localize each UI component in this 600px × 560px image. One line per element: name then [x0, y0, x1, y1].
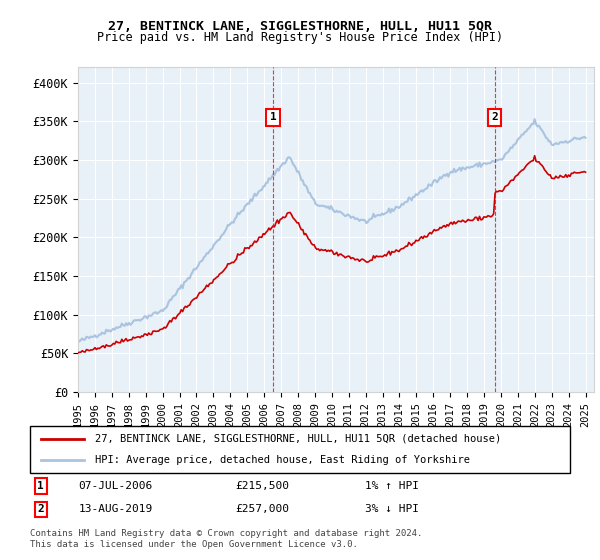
- FancyBboxPatch shape: [30, 426, 570, 473]
- Text: 07-JUL-2006: 07-JUL-2006: [79, 481, 153, 491]
- Text: 1: 1: [37, 481, 44, 491]
- Text: 27, BENTINCK LANE, SIGGLESTHORNE, HULL, HU11 5QR: 27, BENTINCK LANE, SIGGLESTHORNE, HULL, …: [108, 20, 492, 32]
- Text: Contains HM Land Registry data © Crown copyright and database right 2024.
This d: Contains HM Land Registry data © Crown c…: [30, 529, 422, 549]
- Text: 1: 1: [269, 113, 276, 123]
- Text: HPI: Average price, detached house, East Riding of Yorkshire: HPI: Average price, detached house, East…: [95, 455, 470, 465]
- Text: £257,000: £257,000: [235, 505, 289, 515]
- Text: Price paid vs. HM Land Registry's House Price Index (HPI): Price paid vs. HM Land Registry's House …: [97, 31, 503, 44]
- Text: 1% ↑ HPI: 1% ↑ HPI: [365, 481, 419, 491]
- Text: 13-AUG-2019: 13-AUG-2019: [79, 505, 153, 515]
- Text: 2: 2: [37, 505, 44, 515]
- Text: 27, BENTINCK LANE, SIGGLESTHORNE, HULL, HU11 5QR (detached house): 27, BENTINCK LANE, SIGGLESTHORNE, HULL, …: [95, 434, 501, 444]
- Text: 3% ↓ HPI: 3% ↓ HPI: [365, 505, 419, 515]
- Text: £215,500: £215,500: [235, 481, 289, 491]
- Text: 2: 2: [491, 113, 498, 123]
